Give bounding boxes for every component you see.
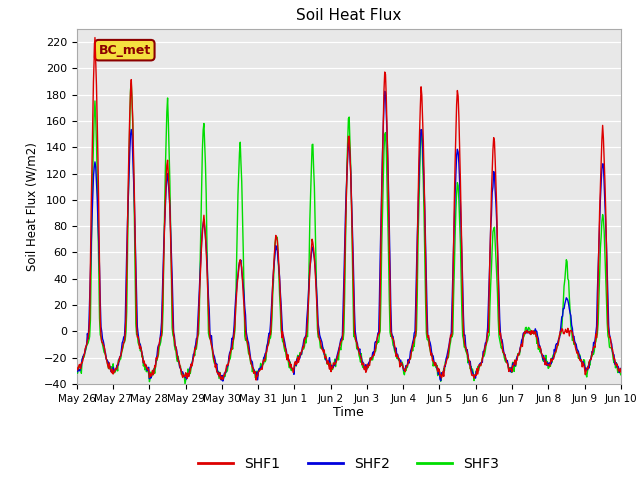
SHF2 [73,369,81,374]
SHF1 [91,35,99,40]
SHF1 [73,364,81,370]
Text: BC_met: BC_met [99,44,151,57]
SHF3 [181,381,189,387]
SHF1 [433,363,440,369]
Legend: SHF1, SHF2, SHF3: SHF1, SHF2, SHF3 [193,451,505,477]
Y-axis label: Soil Heat Flux (W/m2): Soil Heat Flux (W/m2) [25,142,38,271]
SHF3 [73,368,81,373]
X-axis label: Time: Time [333,407,364,420]
Line: SHF2: SHF2 [77,91,621,381]
SHF2 [83,341,90,347]
SHF2 [223,363,231,369]
SHF1 [617,369,625,375]
SHF1 [252,377,260,383]
SHF1 [223,361,231,367]
SHF3 [417,145,424,151]
SHF1 [140,360,147,366]
SHF2 [194,318,202,324]
SHF3 [127,80,135,86]
SHF3 [433,365,440,371]
SHF3 [196,308,204,314]
SHF2 [219,378,227,384]
SHF3 [224,362,232,368]
SHF3 [83,343,90,348]
SHF2 [139,354,147,360]
SHF1 [417,105,424,110]
SHF2 [417,135,424,141]
SHF1 [83,342,90,348]
Title: Soil Heat Flux: Soil Heat Flux [296,9,401,24]
Line: SHF1: SHF1 [77,37,621,380]
SHF2 [433,362,440,368]
SHF1 [195,315,202,321]
SHF3 [140,363,147,369]
Line: SHF3: SHF3 [77,83,621,384]
SHF2 [617,366,625,372]
SHF2 [381,88,388,94]
SHF3 [617,372,625,378]
